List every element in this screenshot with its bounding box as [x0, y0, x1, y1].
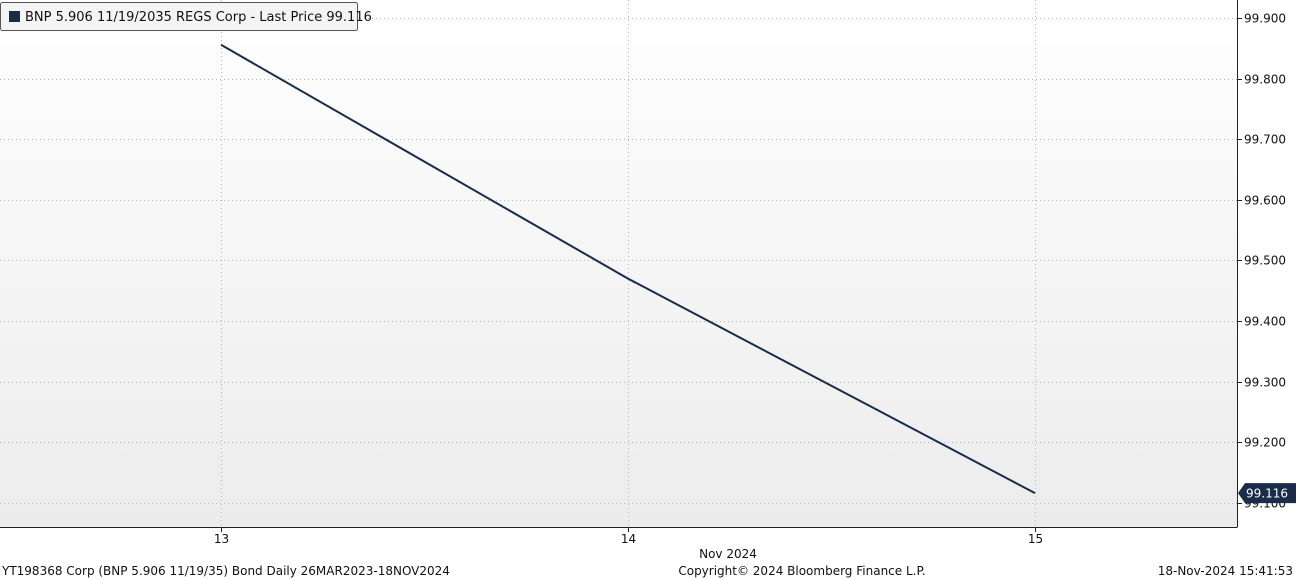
series-layer: [220, 43, 1036, 494]
y-tick-label: 99.200: [1244, 436, 1286, 450]
footer-timestamp: 18-Nov-2024 15:41:53: [1158, 564, 1293, 578]
y-axis: 99.900 99.800 99.700 99.600 99.500 99.400 99.3…: [1237, 12, 1286, 511]
y-tick-label: 99.800: [1244, 73, 1286, 87]
x-axis: Nov 2024 13 14 15: [214, 527, 1043, 561]
x-period-label: Nov 2024: [699, 547, 757, 561]
legend-label: BNP 5.906 11/19/2035 REGS Corp - Last Pr…: [25, 10, 372, 25]
y-tick-label: 99.600: [1244, 194, 1286, 208]
footer: YT198368 Corp (BNP 5.906 11/19/35) Bond …: [1, 564, 1293, 578]
footer-left: YT198368 Corp (BNP 5.906 11/19/35) Bond …: [1, 564, 450, 578]
y-tick-label: 99.900: [1244, 12, 1286, 26]
x-tick-label: 13: [214, 532, 229, 546]
y-tick-label: 99.300: [1244, 376, 1286, 390]
last-value-label: 99.116: [1246, 487, 1288, 501]
y-tick-label: 99.500: [1244, 254, 1286, 268]
series-line: [220, 43, 1036, 494]
footer-copyright: Copyright© 2024 Bloomberg Finance L.P.: [678, 564, 925, 578]
x-tick-label: 15: [1028, 532, 1043, 546]
last-value-tag: 99.116: [1238, 483, 1296, 504]
x-tick-label: 14: [621, 532, 636, 546]
legend-swatch: [9, 11, 20, 22]
legend-box: [0, 2, 358, 31]
y-tick-label: 99.700: [1244, 133, 1286, 147]
legend: BNP 5.906 11/19/2035 REGS Corp - Last Pr…: [0, 2, 372, 31]
y-tick-label: 99.400: [1244, 315, 1286, 329]
plot-background: [0, 0, 1237, 527]
